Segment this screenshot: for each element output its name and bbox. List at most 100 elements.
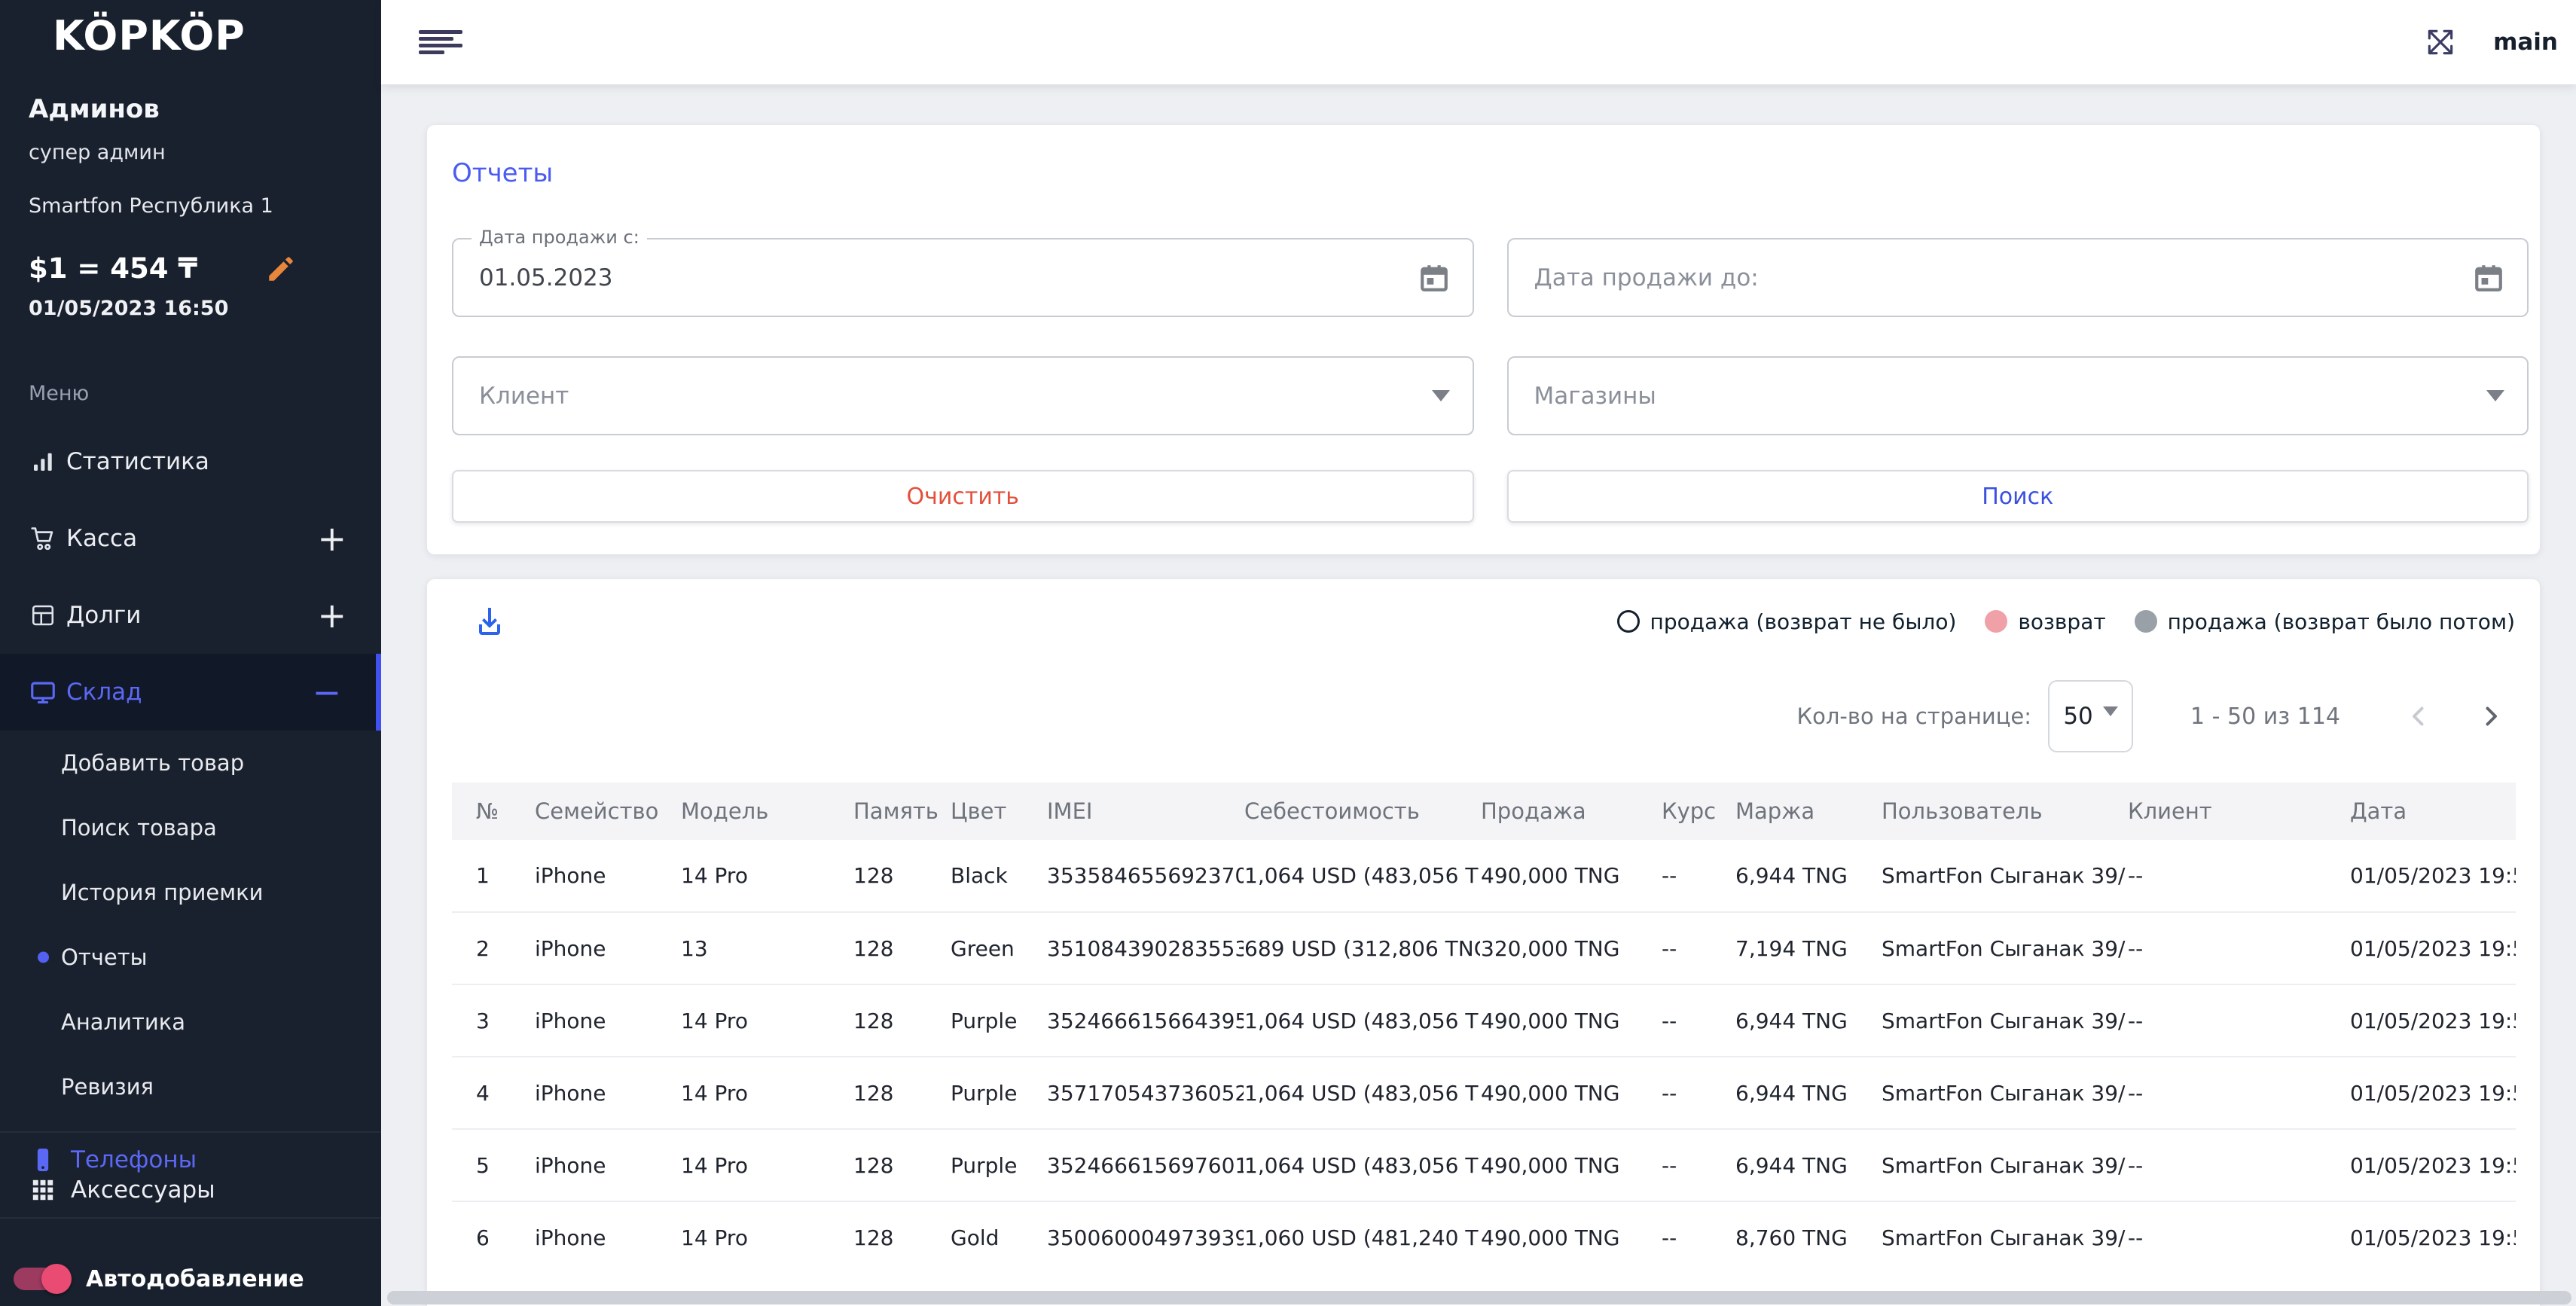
- submenu-label: Ревизия: [61, 1074, 154, 1100]
- monitor-icon: [29, 677, 57, 707]
- menu-section-label: Меню: [29, 382, 90, 405]
- chevron-down-icon: [2102, 706, 2118, 716]
- per-page-label: Кол-во на странице:: [1796, 703, 2032, 729]
- table-row[interactable]: 5 iPhone 14 Pro 128 Purple 352466615697601 1,0…: [452, 1128, 2516, 1201]
- user-role: супер админ: [29, 141, 166, 164]
- next-page-button[interactable]: [2477, 703, 2504, 730]
- date-from-label: Дата продажи с:: [472, 227, 647, 248]
- pagination: Кол-во на странице: 50 1 - 50 из 114: [452, 680, 2515, 752]
- table-cell: 6,944 TNG: [1735, 984, 1881, 1057]
- sidebar-item-phones[interactable]: Телефоны: [0, 1145, 381, 1175]
- sidebar-item-label: Склад: [66, 679, 142, 706]
- table-header: № Семейство Модель Память Цвет IMEI Себе…: [452, 783, 2516, 840]
- main-area: main Отчеты Дата продажи с: 01.05.2023: [381, 0, 2576, 1306]
- sidebar-item-debts[interactable]: Долги +: [0, 577, 381, 654]
- collapse-minus-icon[interactable]: −: [312, 672, 341, 713]
- per-page-value: 50: [2063, 703, 2093, 730]
- legend-label: продажа (возврат было потом): [2167, 609, 2515, 634]
- edit-rate-button[interactable]: [265, 253, 297, 285]
- table-row[interactable]: 2 iPhone 13 128 Green 351084390283553 689 USD …: [452, 911, 2516, 984]
- stores-select[interactable]: Магазины: [1506, 356, 2529, 435]
- sidebar-item-label: Долги: [66, 602, 142, 629]
- table-cell: Black: [951, 863, 1008, 888]
- download-button[interactable]: [472, 603, 508, 639]
- table-cell: 01/05/2023 19:50: [2349, 1128, 2516, 1201]
- calendar-icon[interactable]: [1418, 262, 1450, 294]
- submenu-revision[interactable]: Ревизия: [0, 1054, 381, 1119]
- table-cell: --: [2127, 911, 2349, 984]
- date-from-field[interactable]: Дата продажи с: 01.05.2023: [452, 227, 1474, 317]
- table-cell: 352466615697601: [1046, 1128, 1244, 1201]
- table-cell: 128: [853, 984, 950, 1057]
- submenu-label: Аналитика: [61, 1009, 185, 1035]
- table-cell: 490,000 TNG: [1480, 984, 1661, 1057]
- per-page-select[interactable]: 50: [2048, 680, 2134, 752]
- page-title: Отчеты: [452, 158, 554, 188]
- expand-plus-icon[interactable]: +: [317, 595, 346, 636]
- submenu-analytics[interactable]: Аналитика: [0, 990, 381, 1054]
- fullscreen-button[interactable]: [2424, 26, 2457, 59]
- bar-chart-icon: [29, 447, 57, 477]
- legend-label: возврат: [2018, 609, 2106, 634]
- table-row[interactable]: 3 iPhone 14 Pro 128 Purple 352466615664395 1,0…: [452, 984, 2516, 1057]
- sidebar: KÖPKÖP Админов супер админ Smartfon Респ…: [0, 0, 381, 1306]
- sidebar-item-label: Касса: [66, 525, 138, 552]
- column-header: Курс: [1661, 783, 1735, 840]
- table-cell: 2: [452, 911, 534, 984]
- table-cell: Purple: [950, 1056, 1046, 1129]
- submenu-search-product[interactable]: Поиск товара: [0, 795, 381, 860]
- sidebar-item-accessories[interactable]: Аксессуары: [0, 1175, 381, 1205]
- table-cell: 6: [452, 1201, 534, 1274]
- autoadd-row: Автодобавление: [0, 1243, 381, 1306]
- column-header: IMEI: [1046, 783, 1244, 840]
- column-header: Память: [853, 783, 950, 840]
- autoadd-label: Автодобавление: [86, 1265, 304, 1292]
- table-row[interactable]: 6 iPhone 14 Pro 128 Gold 350060004973939 1,060…: [452, 1201, 2516, 1274]
- search-button[interactable]: Поиск: [1506, 470, 2529, 523]
- horizontal-scrollbar[interactable]: [387, 1291, 2571, 1304]
- sidebar-item-warehouse[interactable]: Склад −: [0, 654, 381, 731]
- column-header: Модель: [680, 783, 853, 840]
- topbar-right: main: [2424, 26, 2558, 59]
- prev-page-button[interactable]: [2405, 703, 2432, 730]
- expand-plus-icon[interactable]: +: [317, 518, 346, 559]
- search-button-wrap: Поиск: [1506, 470, 2529, 523]
- table-cell: 128: [853, 911, 950, 984]
- table-cell: --: [1661, 1128, 1735, 1201]
- topbar: main: [381, 0, 2576, 84]
- chevron-left-icon: [2413, 706, 2424, 726]
- legend-dot-sale-returned-later: [2134, 610, 2157, 633]
- date-to-field[interactable]: Дата продажи до:: [1506, 238, 2529, 317]
- calendar-icon[interactable]: [2473, 262, 2504, 294]
- submenu-intake-history[interactable]: История приемки: [0, 860, 381, 925]
- sidebar-item-statistics[interactable]: Статистика: [0, 423, 381, 500]
- sidebar-item-label: Телефоны: [71, 1146, 197, 1173]
- user-name: Админов: [29, 94, 160, 124]
- brand-logo: KÖPKÖP: [53, 12, 246, 60]
- branch-selector[interactable]: main: [2493, 29, 2558, 56]
- table-cell: 6,944 TNG: [1735, 1056, 1881, 1129]
- table-cell: Gold: [950, 1201, 1046, 1274]
- table-cell: 689 USD (312,806 TNG): [1244, 911, 1480, 984]
- client-select[interactable]: Клиент: [452, 356, 1474, 435]
- table-toolbar: продажа (возврат не было) возврат продаж…: [452, 603, 2515, 639]
- submenu-reports[interactable]: Отчеты: [0, 925, 381, 990]
- table-cell: SmartFon Сыганак 39/1: [1881, 911, 2127, 984]
- table-row[interactable]: 4 iPhone 14 Pro 128 Purple 357170543736052 1,0…: [452, 1056, 2516, 1129]
- hamburger-menu-icon[interactable]: [419, 30, 462, 54]
- table-cell: 13: [680, 911, 853, 984]
- autoadd-toggle[interactable]: [14, 1264, 72, 1294]
- table-cell: SmartFon Сыганак 39/1: [1882, 863, 2127, 888]
- sidebar-item-cashbox[interactable]: Касса +: [0, 500, 381, 577]
- table-cell: --: [2127, 1128, 2349, 1201]
- table-cell: 353584655692370: [1047, 863, 1244, 888]
- table-cell: --: [2128, 863, 2144, 888]
- column-header: Маржа: [1735, 783, 1881, 840]
- submenu-add-product[interactable]: Добавить товар: [0, 731, 381, 795]
- table-row[interactable]: 1 iPhone 14 Pro 128 Black 353584655692370 1,06…: [452, 840, 2516, 912]
- table-cell: SmartFon Сыганак 39/1: [1881, 1201, 2127, 1274]
- warehouse-submenu: Добавить товар Поиск товара История прие…: [0, 731, 381, 1119]
- cart-icon: [29, 523, 57, 554]
- table-cell: --: [1661, 1056, 1735, 1129]
- clear-button[interactable]: Очистить: [452, 470, 1474, 523]
